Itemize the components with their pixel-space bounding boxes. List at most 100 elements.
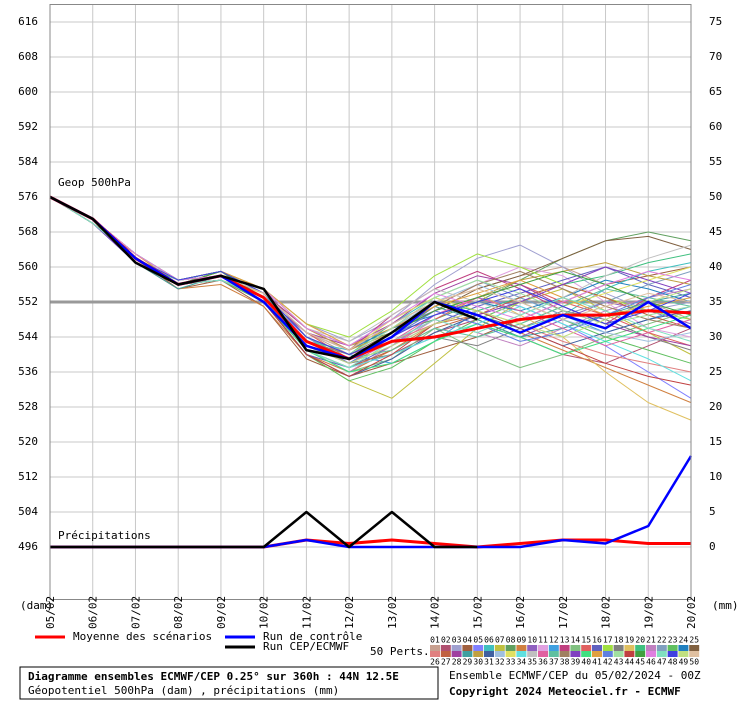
footer-box xyxy=(19,666,439,700)
perturbation-label: 13 xyxy=(560,636,570,645)
x-tick-label: 14/02 xyxy=(429,596,442,629)
y2-tick-label: 50 xyxy=(709,190,722,203)
perturbation-label: 20 xyxy=(635,636,645,645)
y2-tick-label: 60 xyxy=(709,120,722,133)
x-tick-label: 05/02 xyxy=(44,596,57,629)
perturbation-swatch xyxy=(559,651,570,657)
perturbation-swatch xyxy=(559,645,570,651)
perturbation-label: 34 xyxy=(517,658,527,667)
y-tick-label: 576 xyxy=(18,190,38,203)
y2-tick-label: 15 xyxy=(709,435,722,448)
perturbation-label: 08 xyxy=(506,636,516,645)
y2-tick-label: 10 xyxy=(709,470,722,483)
perturbation-swatch xyxy=(430,645,440,651)
y-tick-label: 528 xyxy=(18,400,38,413)
perturbation-label: 02 xyxy=(441,636,451,645)
legend: Moyenne des scénarios Run de contrôleRun … xyxy=(35,630,362,653)
perturbation-label: 35 xyxy=(527,658,537,667)
perturbation-swatch xyxy=(473,651,484,657)
perturbation-swatch xyxy=(527,651,538,657)
legend-label: Run CEP/ECMWF xyxy=(263,640,349,653)
perturbation-swatch xyxy=(667,651,678,657)
perturbation-swatch xyxy=(494,651,505,657)
perturbation-swatch xyxy=(581,651,592,657)
x-tick-label: 13/02 xyxy=(386,596,399,629)
y2-tick-label: 30 xyxy=(709,330,722,343)
geop-line xyxy=(49,195,478,361)
perturbation-label: 12 xyxy=(549,636,559,645)
y2-tick-label: 75 xyxy=(709,15,722,28)
perturbation-label: 24 xyxy=(679,636,689,645)
perturbation-label: 41 xyxy=(592,658,602,667)
y-tick-label: 536 xyxy=(18,365,38,378)
y2-tick-label: 70 xyxy=(709,50,722,63)
perturbation-label: 30 xyxy=(473,658,483,667)
perturbation-label: 43 xyxy=(614,658,624,667)
perturbation-label: 37 xyxy=(549,658,559,667)
x-tick-label: 17/02 xyxy=(557,596,570,629)
x-tick-label: 08/02 xyxy=(172,596,185,629)
footer-title: Diagramme ensembles ECMWF/CEP 0.25° sur … xyxy=(28,670,399,683)
perturbation-label: 03 xyxy=(452,636,462,645)
x-tick-label: 19/02 xyxy=(642,596,655,629)
perturbation-swatch xyxy=(548,645,559,651)
perturbation-swatch xyxy=(516,645,527,651)
perturbation-label: 10 xyxy=(527,636,537,645)
y2-tick-label: 45 xyxy=(709,225,722,238)
y2-tick-label: 55 xyxy=(709,155,722,168)
perturbation-label: 40 xyxy=(581,658,591,667)
perturbation-legend: 01 02 03 04 05 06 07 08 09 10 11 12 13 14 15 16 17 18 19 20… xyxy=(430,636,700,667)
y-tick-label: 568 xyxy=(18,225,38,238)
perturbation-swatch xyxy=(548,651,559,657)
perturbation-swatch xyxy=(440,651,451,657)
perturbation-label: 36 xyxy=(538,658,548,667)
perturbation-swatch xyxy=(494,645,505,651)
y-tick-label: 552 xyxy=(18,295,38,308)
perturbation-swatch xyxy=(635,651,646,657)
perturbation-swatch xyxy=(689,651,700,657)
perturbation-label: 11 xyxy=(538,636,548,645)
perturbation-label: 17 xyxy=(603,636,613,645)
perturbation-swatch xyxy=(635,645,646,651)
perturbation-label: 04 xyxy=(463,636,473,645)
perturbation-label: 01 xyxy=(430,636,440,645)
perturbation-swatch xyxy=(646,645,656,651)
perturbation-label: 48 xyxy=(668,658,678,667)
y2-tick-label: 40 xyxy=(709,260,722,273)
footer-subtitle: Géopotentiel 500hPa (dam) , précipitatio… xyxy=(28,684,339,697)
perturbation-swatch xyxy=(570,645,581,651)
perturbation-line xyxy=(49,196,692,347)
perturbation-swatch xyxy=(440,645,451,651)
geop-line xyxy=(49,195,692,361)
perturbation-swatch xyxy=(624,651,635,657)
perturbation-swatch xyxy=(624,645,635,651)
perturbation-swatch xyxy=(678,651,689,657)
perturbations-label: 50 Perts. xyxy=(370,645,430,658)
perturbation-swatch xyxy=(667,645,678,651)
perturbation-swatch xyxy=(613,651,624,657)
perturbation-label: 46 xyxy=(646,658,656,667)
perturbation-swatch xyxy=(678,645,689,651)
perturbation-label: 15 xyxy=(581,636,591,645)
perturbation-swatch xyxy=(646,651,656,657)
y-tick-label: 616 xyxy=(18,15,38,28)
perturbation-label: 22 xyxy=(657,636,667,645)
y-tick-label: 512 xyxy=(18,470,38,483)
perturbation-label: 31 xyxy=(484,658,494,667)
plot-lines xyxy=(49,195,693,549)
x-tick-label: 20/02 xyxy=(685,596,698,629)
perturbation-label: 32 xyxy=(495,658,505,667)
perturbation-label: 06 xyxy=(484,636,494,645)
x-tick-label: 09/02 xyxy=(215,596,228,629)
perturbation-swatch xyxy=(505,645,516,651)
perturbation-label: 07 xyxy=(495,636,505,645)
perturbation-swatch xyxy=(602,645,613,651)
y2-tick-label: 20 xyxy=(709,400,722,413)
x-tick-label: 11/02 xyxy=(300,596,313,629)
perturbation-swatch xyxy=(451,645,462,651)
y-tick-label: 496 xyxy=(18,540,38,553)
perturbation-swatch xyxy=(689,645,700,651)
perturbation-label: 25 xyxy=(689,636,699,645)
perturbation-label: 45 xyxy=(635,658,645,667)
copyright: Copyright 2024 Meteociel.fr - ECMWF xyxy=(449,685,681,698)
